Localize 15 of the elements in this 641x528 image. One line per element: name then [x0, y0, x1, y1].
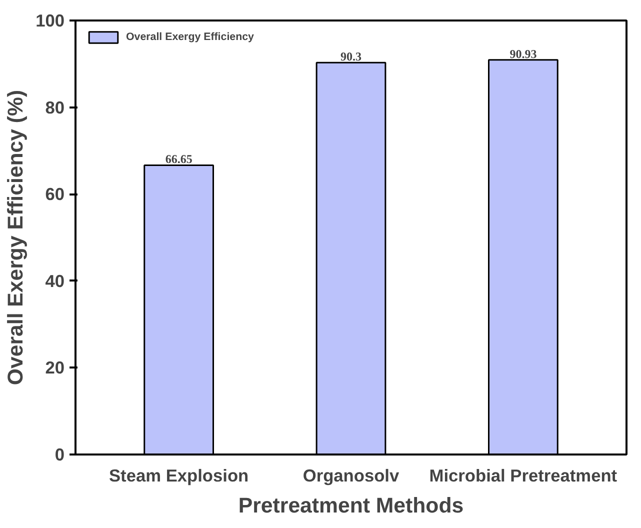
x-axis-title: Pretreatment Methods [238, 494, 464, 518]
y-tick-label: 40 [45, 270, 65, 291]
x-tick-label: Steam Explosion [109, 466, 249, 486]
y-tick-label: 20 [45, 358, 65, 378]
y-tick-label: 80 [45, 97, 65, 118]
x-tick-label: Organosolv [302, 466, 400, 486]
y-tick-label: 0 [54, 444, 65, 464]
data-label: 66.65 [165, 152, 192, 166]
y-tick-label: 60 [45, 184, 65, 204]
data-label: 90.93 [510, 46, 537, 61]
y-axis-title: Overall Exergy Efficiency (%) [4, 90, 28, 386]
data-label: 90.3 [340, 50, 362, 64]
legend-label: Overall Exergy Efficiency [126, 31, 254, 43]
y-tick-label: 100 [36, 10, 65, 30]
x-tick-label: Microbial Pretreatment [429, 466, 618, 486]
